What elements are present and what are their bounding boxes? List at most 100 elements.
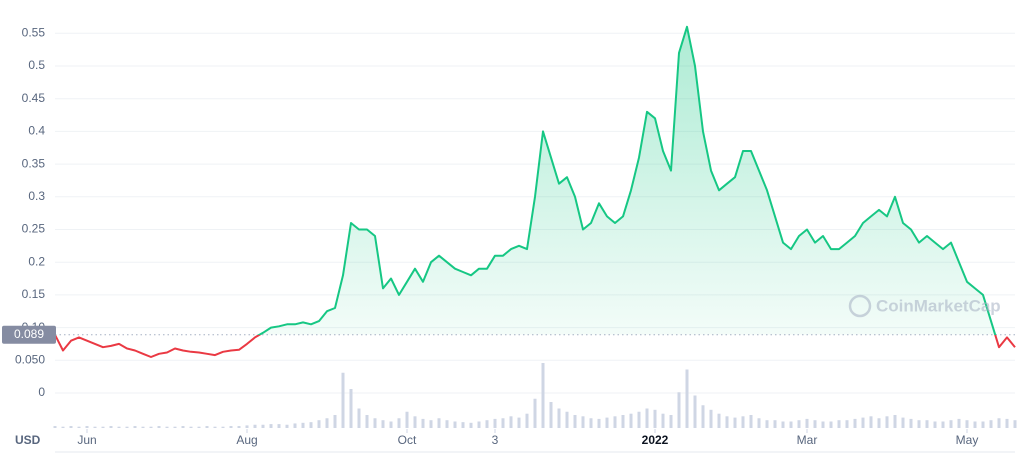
volume-bar xyxy=(125,426,129,428)
volume-bar xyxy=(509,416,513,428)
volume-bar xyxy=(557,408,561,428)
volume-bar xyxy=(149,426,153,428)
volume-bar xyxy=(765,420,769,428)
volume-bar xyxy=(93,426,97,428)
y-tick-label: 0.35 xyxy=(22,156,46,170)
volume-bar xyxy=(805,418,809,428)
volume-bar xyxy=(565,411,569,428)
y-tick-label: 0.5 xyxy=(28,58,45,72)
volume-bar xyxy=(341,372,345,428)
volume-bar xyxy=(629,413,633,428)
volume-bar xyxy=(709,409,713,428)
watermark-text: CoinMarketCap xyxy=(876,296,1001,315)
volume-bar xyxy=(845,420,849,428)
volume-bar xyxy=(453,421,457,428)
baseline-label: 0.089 xyxy=(14,327,44,341)
volume-bar xyxy=(605,417,609,428)
volume-bar xyxy=(517,417,521,428)
volume-bar xyxy=(165,426,169,428)
volume-bar xyxy=(573,415,577,428)
volume-bar xyxy=(949,420,953,428)
volume-bar xyxy=(373,418,377,428)
volume-bar xyxy=(53,426,57,428)
volume-bar xyxy=(981,421,985,428)
volume-bar xyxy=(293,423,297,428)
volume-bar xyxy=(917,420,921,428)
volume-bar xyxy=(437,418,441,428)
volume-bar xyxy=(309,422,313,428)
volume-bar xyxy=(741,416,745,428)
volume-bar xyxy=(909,418,913,428)
x-tick-label: Jun xyxy=(77,433,96,447)
volume-bar xyxy=(109,426,113,428)
y-tick-label: 0.050 xyxy=(15,352,45,366)
y-tick-label: 0.15 xyxy=(22,287,46,301)
volume-bar xyxy=(933,421,937,428)
y-tick-label: 0.25 xyxy=(22,222,46,236)
volume-bar xyxy=(61,426,65,428)
volume-bar xyxy=(77,426,81,428)
volume-bar xyxy=(837,420,841,428)
volume-bar xyxy=(973,421,977,428)
volume-bar xyxy=(797,420,801,428)
volume-bar xyxy=(925,420,929,428)
volume-bar xyxy=(333,415,337,428)
volume-bar xyxy=(637,411,641,428)
volume-bar xyxy=(237,426,241,428)
volume-bar xyxy=(413,416,417,428)
volume-bar xyxy=(813,420,817,428)
volume-bar xyxy=(621,415,625,428)
volume-bar xyxy=(381,420,385,428)
y-tick-label: 0.55 xyxy=(22,25,46,39)
volume-bar xyxy=(221,426,225,428)
x-tick-label: May xyxy=(956,433,979,447)
volume-bar xyxy=(493,418,497,428)
volume-bar xyxy=(501,418,505,428)
volume-bar xyxy=(317,420,321,428)
x-tick-label: Aug xyxy=(236,433,257,447)
volume-bar xyxy=(581,416,585,428)
volume-bar xyxy=(885,416,889,428)
area-fill xyxy=(259,26,996,335)
volume-bar xyxy=(653,409,657,428)
baseline-label-box xyxy=(2,325,56,344)
volume-bar xyxy=(701,405,705,428)
volume-bar xyxy=(189,426,193,428)
volume-bar xyxy=(157,426,161,428)
volume-bar xyxy=(533,398,537,428)
volume-bar xyxy=(421,418,425,428)
volume-bar xyxy=(285,424,289,428)
volume-bar xyxy=(853,418,857,428)
x-tick-label: Oct xyxy=(398,433,417,447)
volume-bar xyxy=(269,424,273,428)
volume-bar xyxy=(613,416,617,428)
volume-bar xyxy=(445,420,449,428)
volume-bar xyxy=(725,416,729,428)
watermark: CoinMarketCap xyxy=(848,294,1001,318)
price-line xyxy=(54,25,1016,358)
volume-bar xyxy=(773,420,777,428)
volume-bar xyxy=(733,417,737,428)
currency-label: USD xyxy=(15,433,41,447)
volume-bar xyxy=(957,418,961,428)
volume-bar xyxy=(213,426,217,428)
volume-bar xyxy=(405,411,409,428)
volume-bar xyxy=(901,417,905,428)
y-tick-label: 0.2 xyxy=(28,254,45,268)
volume-bar xyxy=(965,420,969,428)
volume-bar xyxy=(429,420,433,428)
volume-bar xyxy=(525,413,529,428)
volume-bar xyxy=(181,426,185,428)
volume-bar xyxy=(349,389,353,428)
volume-bar xyxy=(1013,420,1017,428)
volume-bar xyxy=(869,416,873,428)
volume-bar xyxy=(997,418,1001,428)
volume-bar xyxy=(685,369,689,428)
volume-bar xyxy=(989,420,993,428)
x-tick-label: Mar xyxy=(797,433,818,447)
volume-bar xyxy=(781,421,785,428)
volume-bar xyxy=(541,363,545,428)
volume-bar xyxy=(245,425,249,428)
